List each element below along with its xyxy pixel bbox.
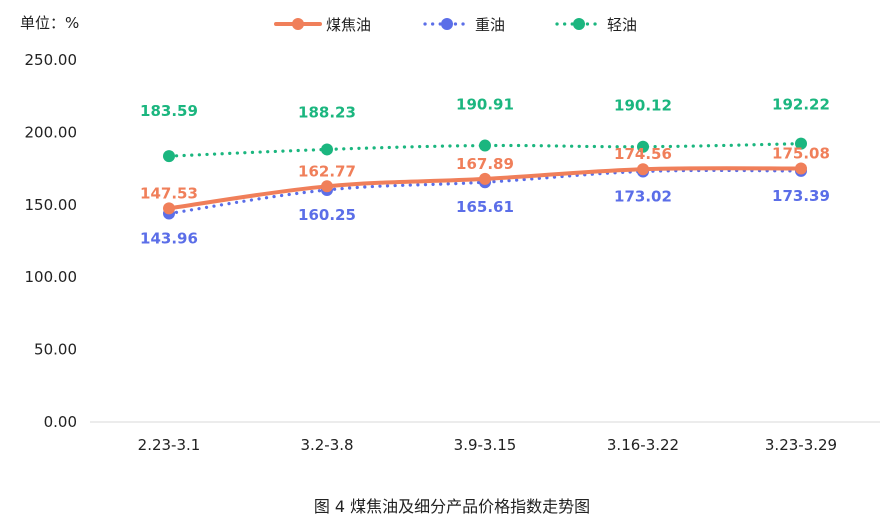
y-tick-label: 0.00	[44, 413, 77, 431]
data-label: 190.91	[456, 96, 514, 114]
data-label: 192.22	[772, 96, 830, 114]
y-tick-label: 150.00	[25, 196, 78, 214]
unit-label: 单位：%	[20, 14, 79, 32]
data-label: 173.39	[772, 187, 830, 205]
legend-label: 煤焦油	[326, 16, 371, 34]
y-tick-label: 250.00	[25, 51, 78, 69]
y-tick-label: 100.00	[25, 268, 78, 286]
legend-marker	[573, 18, 585, 30]
legend-label: 重油	[475, 16, 505, 34]
data-label: 173.02	[614, 187, 672, 205]
x-tick-label: 3.2-3.8	[300, 436, 353, 454]
data-point	[163, 150, 175, 163]
series-2	[163, 137, 807, 163]
data-label: 143.96	[140, 230, 198, 248]
data-point	[163, 202, 175, 215]
x-tick-label: 2.23-3.1	[138, 436, 201, 454]
legend: 煤焦油 重油 轻油	[274, 16, 637, 34]
x-axis: 2.23-3.1 3.2-3.8 3.9-3.15 3.16-3.22 3.23-3.2…	[90, 421, 880, 454]
data-label: 165.61	[456, 198, 514, 216]
x-tick-label: 3.23-3.29	[765, 436, 837, 454]
legend-marker	[441, 18, 453, 30]
data-label: 183.59	[140, 102, 198, 120]
legend-label: 轻油	[607, 16, 637, 34]
data-point	[637, 140, 649, 153]
data-label: 188.23	[298, 103, 356, 121]
data-label: 175.08	[772, 144, 830, 162]
x-tick-label: 3.9-3.15	[454, 436, 517, 454]
legend-item: 煤焦油	[274, 16, 371, 34]
data-label: 160.25	[298, 206, 356, 224]
data-label: 174.56	[614, 145, 672, 163]
data-point	[479, 172, 491, 185]
data-point	[795, 137, 807, 150]
data-point	[479, 139, 491, 152]
y-tick-label: 200.00	[25, 123, 78, 141]
series-layer	[163, 137, 807, 220]
data-labels: 147.53 162.77 167.89 174.56 175.08 143.96 160.…	[140, 96, 830, 248]
y-tick-label: 50.00	[34, 341, 77, 359]
data-point	[637, 163, 649, 176]
data-label: 147.53	[140, 184, 198, 202]
chart-caption: 图 4 煤焦油及细分产品价格指数走势图	[314, 497, 590, 516]
x-tick-label: 3.16-3.22	[607, 436, 679, 454]
data-point	[795, 162, 807, 175]
data-label: 167.89	[456, 155, 514, 173]
legend-item: 轻油	[555, 16, 637, 34]
legend-item: 重油	[423, 16, 505, 34]
data-label: 190.12	[614, 97, 672, 115]
data-label: 162.77	[298, 162, 356, 180]
data-point	[321, 180, 333, 193]
data-point	[321, 143, 333, 156]
y-axis: 0.00 50.00 100.00 150.00 200.00 250.00	[25, 51, 78, 431]
legend-marker	[292, 18, 304, 30]
series-0	[163, 162, 807, 215]
